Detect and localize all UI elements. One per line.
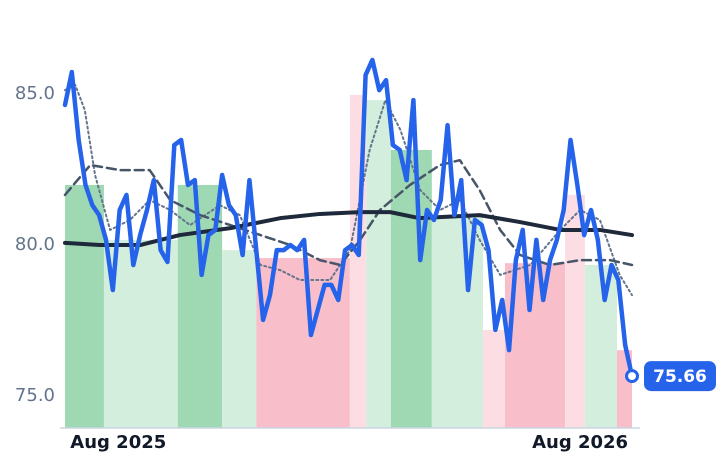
- band: [431, 215, 484, 428]
- y-tick-label: 80.0: [15, 234, 55, 255]
- last-value-label: 75.66: [653, 367, 707, 387]
- band: [390, 149, 432, 428]
- y-tick-label: 75.0: [15, 385, 55, 406]
- x-tick-label: Aug 2025: [70, 432, 166, 453]
- band: [483, 329, 505, 428]
- y-tick-label: 85.0: [15, 83, 55, 104]
- series-line: [62, 57, 635, 379]
- last-value-tag: [644, 361, 716, 392]
- band: [366, 100, 391, 428]
- last-point: [625, 369, 639, 384]
- band: [616, 350, 632, 428]
- band: [222, 250, 257, 428]
- band: [65, 184, 104, 428]
- band: [584, 264, 617, 428]
- band: [565, 194, 585, 428]
- x-tick-label: Aug 2026: [532, 432, 628, 453]
